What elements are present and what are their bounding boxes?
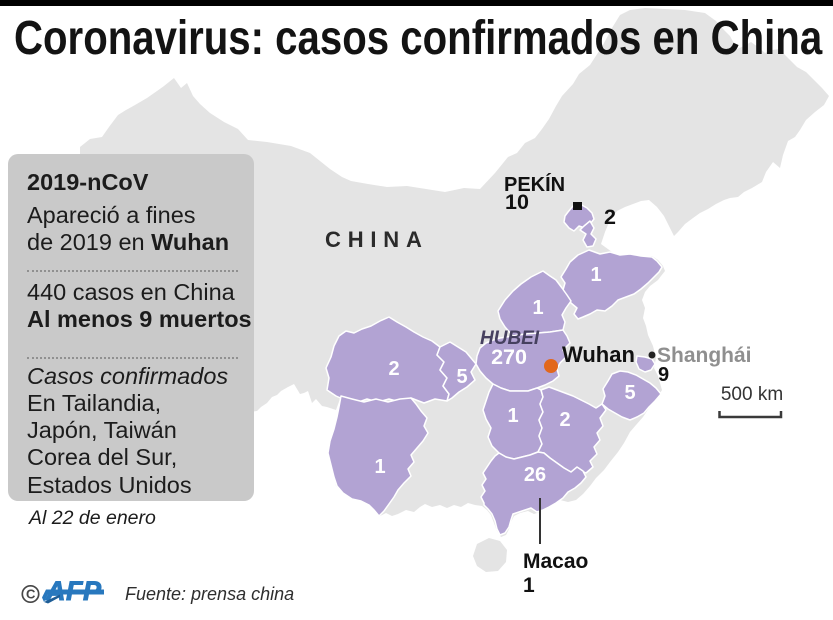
svg-text:2: 2 <box>559 409 570 431</box>
svg-text:10: 10 <box>505 190 529 214</box>
svg-text:26: 26 <box>524 464 546 486</box>
svg-text:9: 9 <box>658 364 669 386</box>
svg-text:1: 1 <box>507 405 518 427</box>
svg-text:500 km: 500 km <box>721 384 783 405</box>
svg-text:1: 1 <box>374 456 385 478</box>
svg-text:2: 2 <box>388 358 399 380</box>
svg-text:5: 5 <box>456 366 467 388</box>
svg-text:1: 1 <box>532 297 543 319</box>
svg-text:C: C <box>26 587 36 602</box>
svg-text:270: 270 <box>491 345 527 369</box>
svg-text:Wuhan: Wuhan <box>562 342 635 367</box>
svg-text:CHINA: CHINA <box>325 227 429 252</box>
svg-text:1: 1 <box>590 264 601 286</box>
svg-text:2: 2 <box>604 205 616 229</box>
svg-text:HUBEI: HUBEI <box>480 328 540 349</box>
svg-text:5: 5 <box>624 382 635 404</box>
svg-text:Macao: Macao <box>523 550 588 573</box>
svg-text:1: 1 <box>523 574 535 597</box>
svg-text:PEKÍN: PEKÍN <box>504 173 565 196</box>
svg-text:Shanghái: Shanghái <box>657 344 752 367</box>
